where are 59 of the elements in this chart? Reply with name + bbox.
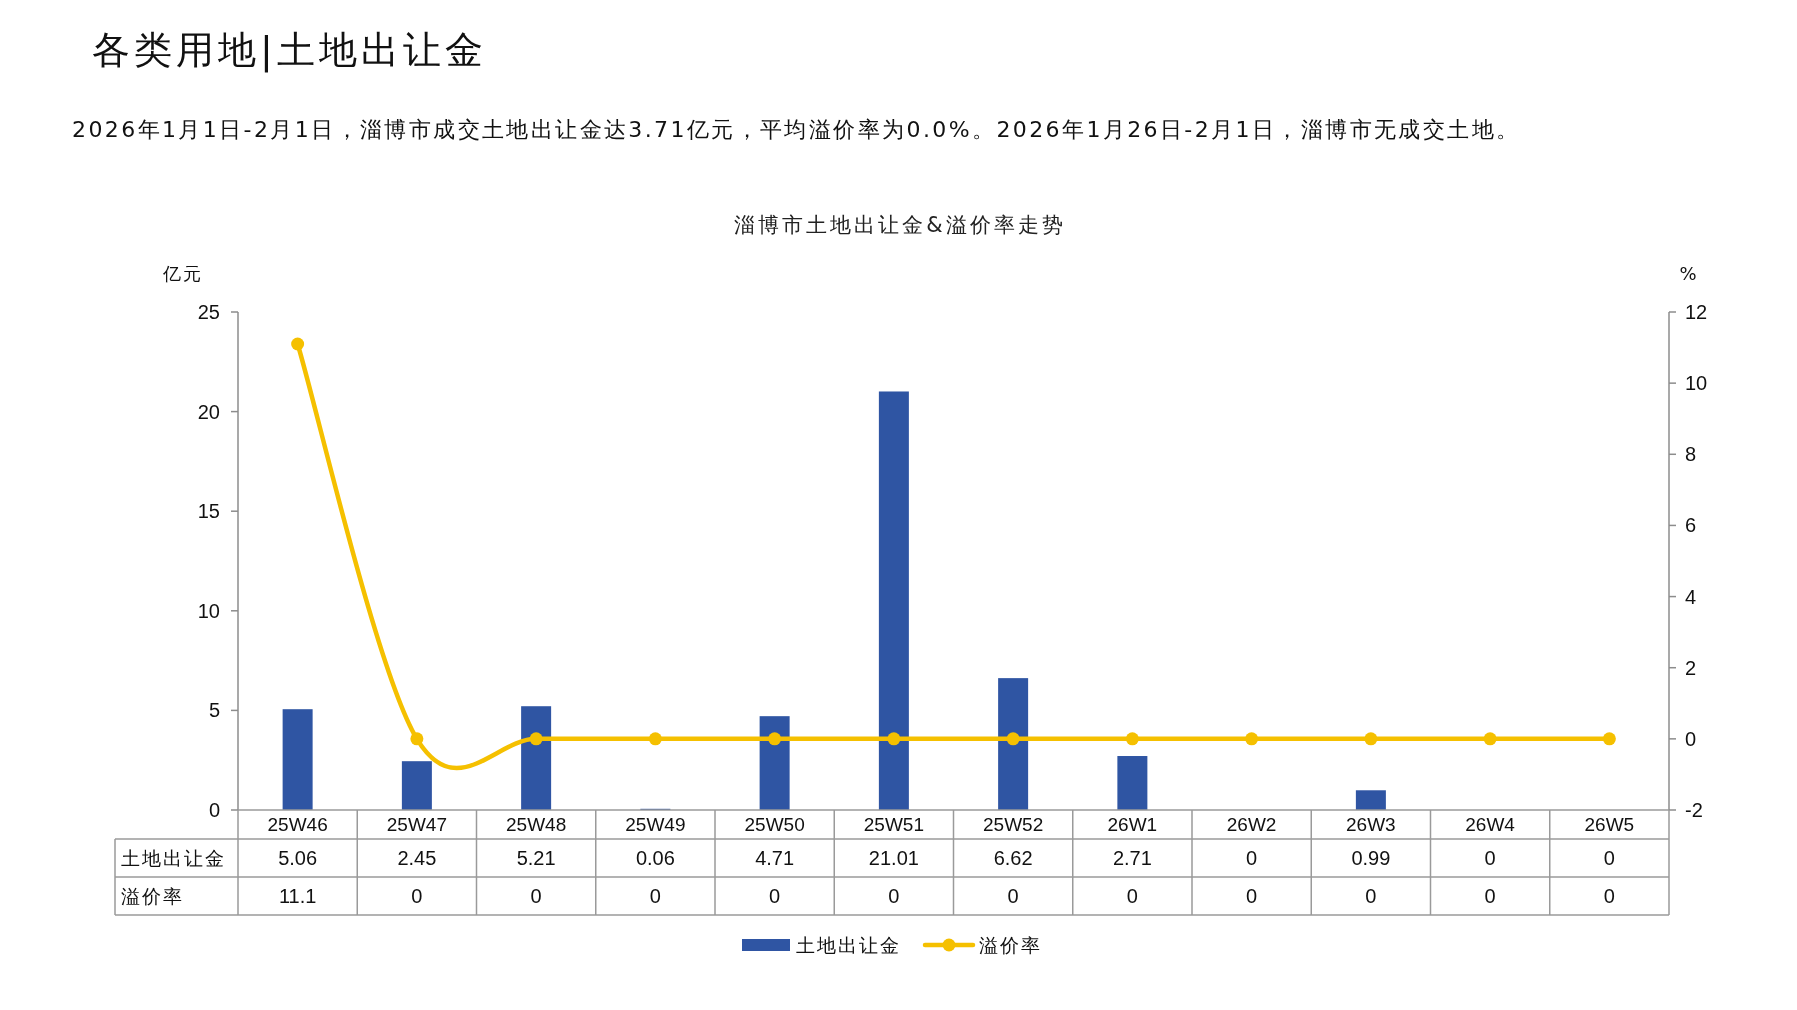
y2-tick-label: 4 <box>1685 585 1697 608</box>
y2-tick-label: 8 <box>1685 443 1697 466</box>
data-label: 11.1 <box>278 885 317 907</box>
data-label: 0 <box>1603 885 1615 907</box>
data-label: 0 <box>769 885 781 907</box>
data-label: 5.21 <box>516 847 556 869</box>
data-label: 0.06 <box>635 847 675 869</box>
data-label: 2.45 <box>397 847 437 869</box>
x-tick-label: 25W51 <box>863 814 924 835</box>
data-label: 0 <box>1246 847 1258 869</box>
data-label: 0 <box>1365 885 1377 907</box>
data-label: 0 <box>1007 885 1019 907</box>
y2-tick-label: 10 <box>1685 372 1708 395</box>
y-tick-label: 5 <box>208 699 220 722</box>
data-label: 0 <box>649 885 661 907</box>
data-label: 0 <box>411 885 423 907</box>
data-label: 6.62 <box>993 847 1033 869</box>
x-tick-label: 25W50 <box>744 814 805 835</box>
data-label: 4.71 <box>755 847 795 869</box>
y2-tick-label: 2 <box>1685 656 1697 679</box>
x-tick-label: 25W48 <box>506 814 567 835</box>
y-tick-label: 15 <box>197 500 220 523</box>
text: 各类用地|土地出让金 <box>92 28 487 73</box>
data-label: 0.99 <box>1351 847 1391 869</box>
data-label: 0 <box>530 885 542 907</box>
x-tick-label: 25W49 <box>625 814 686 835</box>
y2-tick-label: -2 <box>1685 799 1703 821</box>
data-label: 0 <box>1126 885 1138 907</box>
text: 2026年1月1日-2月1日，淄博市成交土地出让金达3.71亿元，平均溢价率为0.0%。2026年1月26日-2月1日，淄博市无成交土地。 <box>72 116 1521 142</box>
y-tick-label: 20 <box>197 400 220 423</box>
legend-label: 溢价率 <box>979 934 1042 956</box>
y-tick-label: 10 <box>197 599 220 622</box>
y-tick-label: 0 <box>208 799 220 821</box>
x-tick-label: 25W46 <box>267 814 328 835</box>
data-label: 0 <box>1246 885 1258 907</box>
y-axis-title: 亿元 <box>162 262 203 284</box>
data-label: 21.01 <box>868 847 919 869</box>
x-tick-label: 26W3 <box>1346 814 1396 835</box>
y2-axis-title: % <box>1679 262 1697 284</box>
text: 土地出让金 <box>121 847 226 869</box>
y-tick-label: 25 <box>197 301 220 323</box>
x-tick-label: 26W4 <box>1465 814 1516 835</box>
data-label: 0 <box>1484 847 1496 869</box>
text: 溢价率 <box>121 885 184 907</box>
data-label: 0 <box>888 885 900 907</box>
x-tick-label: 26W1 <box>1107 814 1158 835</box>
x-tick-label: 26W2 <box>1226 814 1277 835</box>
data-label: 5.06 <box>278 847 318 869</box>
x-tick-label: 25W47 <box>386 814 447 835</box>
data-label: 0 <box>1603 847 1615 869</box>
data-label: 2.71 <box>1112 847 1152 869</box>
y2-tick-label: 0 <box>1685 727 1697 750</box>
x-tick-label: 25W52 <box>983 814 1044 835</box>
chart-title: 淄博市土地出让金&溢价率走势 <box>734 213 1066 237</box>
legend-label: 土地出让金 <box>796 934 901 956</box>
y2-tick-label: 12 <box>1685 301 1708 323</box>
y2-tick-label: 6 <box>1685 514 1697 537</box>
x-tick-label: 26W5 <box>1584 814 1635 835</box>
data-label: 0 <box>1484 885 1496 907</box>
